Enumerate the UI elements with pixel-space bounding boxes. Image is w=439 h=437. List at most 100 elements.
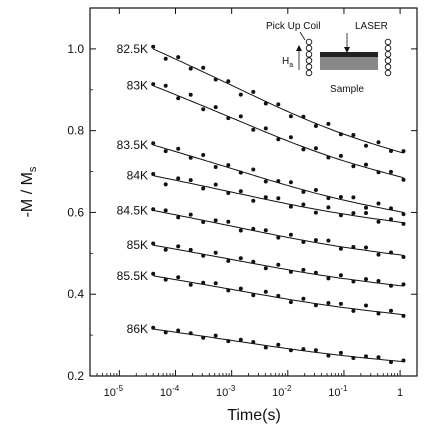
x-tick-label-base: 10 bbox=[104, 387, 116, 399]
data-point bbox=[213, 333, 218, 338]
data-point bbox=[213, 182, 218, 187]
data-point bbox=[201, 107, 206, 112]
data-point bbox=[364, 277, 368, 282]
data-point bbox=[188, 155, 193, 160]
axes-ticks: 10-5 10-4 10-3 10-2 10-1 10.20.40.60.81.0 bbox=[67, 7, 418, 399]
data-point bbox=[326, 121, 331, 126]
data-point bbox=[301, 114, 306, 119]
data-point bbox=[288, 232, 293, 237]
data-point bbox=[389, 308, 393, 313]
inset-sample-top bbox=[320, 52, 378, 57]
fit-curve-84K bbox=[153, 175, 404, 224]
x-tick-label: 1 bbox=[397, 387, 403, 399]
svg-text:-M / Ms: -M / Ms bbox=[19, 166, 39, 217]
data-point bbox=[364, 245, 368, 250]
data-point bbox=[163, 83, 168, 88]
data-point bbox=[288, 114, 293, 119]
data-point bbox=[238, 337, 243, 342]
data-point bbox=[313, 348, 318, 353]
data-point bbox=[151, 82, 156, 87]
data-point bbox=[326, 205, 331, 210]
data-point bbox=[301, 202, 306, 207]
inset-pickup-coil-label: Pick Up Coil bbox=[266, 21, 320, 32]
data-point bbox=[301, 147, 306, 152]
data-point bbox=[288, 300, 293, 305]
data-point bbox=[288, 348, 293, 353]
data-point bbox=[313, 270, 318, 275]
x-tick-label-base: 10 bbox=[328, 387, 340, 399]
data-point bbox=[351, 279, 356, 284]
data-point bbox=[338, 246, 343, 251]
data-point bbox=[263, 228, 268, 233]
data-point bbox=[276, 196, 281, 201]
data-point bbox=[338, 153, 343, 158]
x-tick-label: 10-1 bbox=[328, 384, 348, 399]
data-point bbox=[163, 247, 168, 252]
inset-sample-body bbox=[320, 57, 378, 70]
data-point bbox=[238, 114, 243, 119]
inset-coil-right bbox=[384, 38, 392, 77]
series-label: 83.5K bbox=[117, 138, 148, 152]
data-point bbox=[238, 92, 243, 97]
x-tick-label: 10-3 bbox=[216, 384, 236, 399]
data-point bbox=[351, 133, 356, 137]
data-point bbox=[301, 267, 306, 272]
data-point bbox=[401, 177, 406, 182]
fit-curve-86K bbox=[153, 328, 404, 363]
data-point bbox=[288, 135, 293, 140]
y-tick-label: 0.6 bbox=[67, 205, 84, 219]
data-point bbox=[201, 280, 206, 285]
data-point bbox=[389, 250, 393, 255]
data-point bbox=[338, 301, 343, 306]
data-point bbox=[326, 155, 331, 160]
data-point bbox=[288, 180, 293, 185]
data-point bbox=[338, 350, 343, 355]
data-point bbox=[176, 328, 181, 333]
data-point bbox=[201, 335, 206, 340]
data-point bbox=[151, 141, 156, 146]
data-point bbox=[163, 208, 168, 213]
data-point bbox=[226, 339, 231, 344]
coil-turn bbox=[384, 51, 392, 58]
data-point bbox=[163, 56, 168, 61]
data-point bbox=[226, 219, 231, 224]
data-point bbox=[238, 170, 243, 175]
data-point bbox=[364, 211, 368, 215]
data-point bbox=[263, 126, 268, 131]
data-point bbox=[163, 182, 168, 187]
data-point bbox=[226, 116, 231, 121]
data-point bbox=[213, 281, 218, 286]
data-point bbox=[151, 241, 156, 246]
series-labels: 82.5K 83K 83.5K 84K 84.5K 85K 85.5K 86K bbox=[117, 42, 148, 336]
data-point bbox=[201, 186, 206, 191]
data-point bbox=[201, 220, 206, 224]
data-point bbox=[201, 65, 206, 70]
coil-turn bbox=[305, 69, 313, 77]
series-label: 85.5K bbox=[117, 269, 148, 283]
data-point bbox=[364, 143, 368, 148]
data-point bbox=[364, 162, 368, 167]
coil-turn bbox=[384, 69, 392, 77]
data-point bbox=[338, 273, 343, 278]
data-point bbox=[151, 44, 156, 49]
data-point bbox=[401, 358, 406, 363]
series-label: 85K bbox=[127, 238, 148, 252]
data-point bbox=[188, 212, 193, 217]
data-point bbox=[163, 149, 168, 154]
data-point bbox=[401, 149, 406, 154]
data-point bbox=[389, 360, 393, 365]
data-point bbox=[188, 92, 193, 97]
x-axis-label: Time(s) bbox=[227, 407, 281, 424]
x-tick-label-exp: -2 bbox=[284, 384, 292, 393]
data-point bbox=[364, 354, 368, 359]
x-tick-label-base: 10 bbox=[272, 387, 284, 399]
data-point bbox=[389, 283, 393, 288]
data-point bbox=[301, 296, 306, 301]
data-point bbox=[326, 238, 331, 243]
x-tick-label: 10-4 bbox=[160, 384, 180, 399]
data-point bbox=[201, 153, 206, 157]
data-point bbox=[226, 79, 231, 84]
data-point bbox=[376, 355, 381, 360]
data-point bbox=[313, 303, 318, 308]
coil-turn bbox=[384, 44, 392, 52]
